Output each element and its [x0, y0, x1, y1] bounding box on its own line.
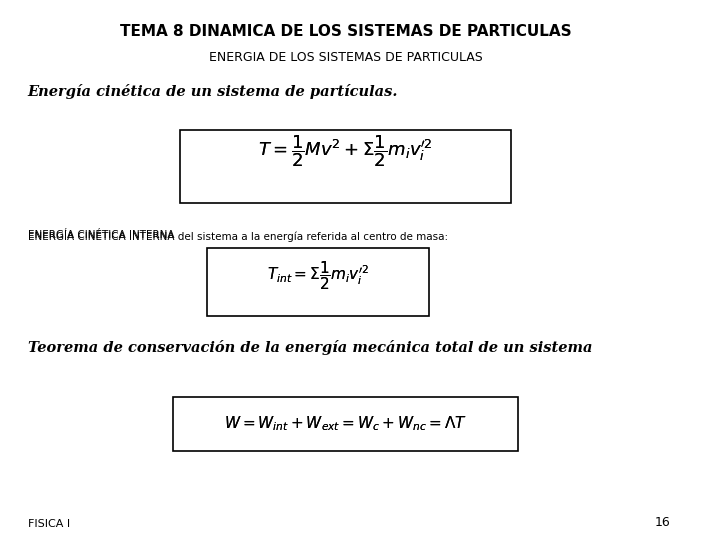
Text: $T_{int} = \Sigma\dfrac{1}{2}m_i v_i^{\prime 2}$: $T_{int} = \Sigma\dfrac{1}{2}m_i v_i^{\p… — [267, 259, 369, 292]
Text: ENERGIA DE LOS SISTEMAS DE PARTICULAS: ENERGIA DE LOS SISTEMAS DE PARTICULAS — [209, 51, 482, 64]
Text: $W = W_{int} + W_{ext} = W_c + W_{nc} = \Lambda T$: $W = W_{int} + W_{ext} = W_c + W_{nc} = … — [224, 415, 467, 433]
Text: 16: 16 — [654, 516, 670, 529]
Text: $T = \dfrac{1}{2}Mv^2 + \Sigma\dfrac{1}{2}m_i v_i^{\prime 2}$: $T = \dfrac{1}{2}Mv^2 + \Sigma\dfrac{1}{… — [258, 133, 433, 169]
Text: Teorema de conservación de la energía mecánica total de un sistema: Teorema de conservación de la energía me… — [27, 340, 592, 355]
Text: ENERGÍA CINÉTICA INTERNA del sistema a la energía referida al centro de masa:: ENERGÍA CINÉTICA INTERNA del sistema a l… — [27, 230, 448, 241]
Text: TEMA 8 DINAMICA DE LOS SISTEMAS DE PARTICULAS: TEMA 8 DINAMICA DE LOS SISTEMAS DE PARTI… — [120, 24, 572, 39]
FancyBboxPatch shape — [180, 130, 511, 202]
Text: $T_{int} = \Sigma\dfrac{1}{2}m_i v_i^{\prime 2}$: $T_{int} = \Sigma\dfrac{1}{2}m_i v_i^{\p… — [267, 259, 369, 292]
Text: Energía cinética de un sistema de partículas.: Energía cinética de un sistema de partíc… — [27, 84, 398, 99]
Text: $W = W_{int} + W_{ext} = W_c + W_{nc} = \Lambda T$: $W = W_{int} + W_{ext} = W_c + W_{nc} = … — [224, 415, 467, 433]
FancyBboxPatch shape — [207, 248, 428, 316]
FancyBboxPatch shape — [173, 397, 518, 451]
Text: $T = \dfrac{1}{2}Mv^2 + \Sigma\dfrac{1}{2}m_i v_i^{\prime 2}$: $T = \dfrac{1}{2}Mv^2 + \Sigma\dfrac{1}{… — [258, 133, 433, 169]
Text: ENERGÍA CINÉTICA INTERNA: ENERGÍA CINÉTICA INTERNA — [27, 230, 174, 240]
Text: FISICA I: FISICA I — [27, 519, 70, 529]
